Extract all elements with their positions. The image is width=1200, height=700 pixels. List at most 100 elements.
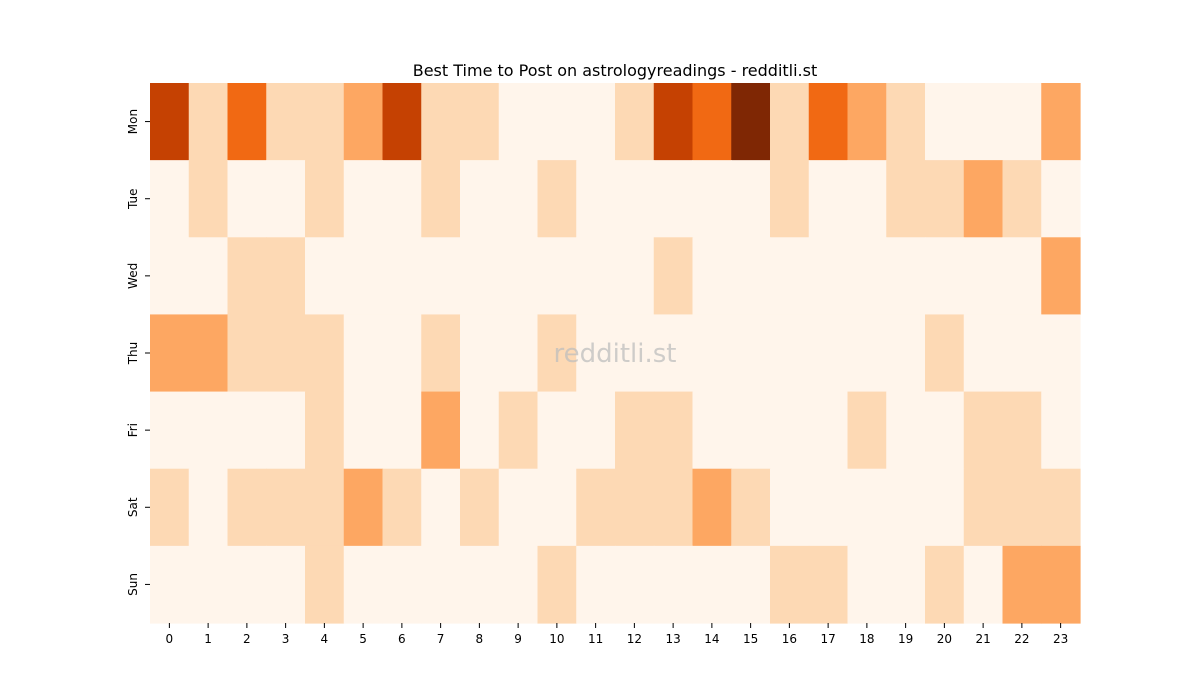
heatmap-cell-thu-9 [498,314,539,393]
x-tick-label: 10 [549,632,564,646]
x-tick-label: 22 [1014,632,1029,646]
heatmap-cell-sat-3 [266,468,306,547]
heatmap-cell-thu-2 [227,314,267,393]
heatmap-cell-fri-16 [770,391,810,470]
x-tick-label: 5 [359,632,367,646]
heatmap-cell-tue-5 [343,160,384,238]
heatmap-cell-mon-9 [498,83,539,161]
heatmap-cell-tue-18 [847,160,887,238]
heatmap-cell-mon-18 [847,83,887,161]
heatmap-cell-sat-2 [227,468,267,547]
heatmap-cells [150,83,1081,624]
y-tick-label: Mon [126,109,140,134]
heatmap-cell-mon-11 [576,83,616,161]
heatmap-cell-sun-7 [421,545,461,624]
heatmap-cell-fri-20 [925,391,965,470]
heatmap-cell-wed-20 [925,237,965,316]
x-tick-label: 17 [820,632,835,646]
heatmap-cell-sun-19 [886,545,926,624]
heatmap-cell-tue-8 [460,160,500,238]
heatmap-cell-sat-0 [150,468,190,547]
heatmap-cell-sat-14 [692,468,732,547]
x-tick-label: 8 [476,632,484,646]
heatmap-cell-sun-3 [266,545,306,624]
x-tick-label: 4 [321,632,329,646]
heatmap-cell-thu-0 [150,314,190,393]
heatmap-cell-fri-9 [498,391,539,470]
heatmap-cell-sat-5 [343,468,384,547]
heatmap-cell-mon-8 [460,83,500,161]
heatmap-cell-sun-4 [305,545,345,624]
heatmap-cell-mon-16 [770,83,810,161]
heatmap-cell-sat-11 [576,468,616,547]
heatmap-cell-wed-1 [188,237,229,316]
heatmap-cell-fri-15 [731,391,771,470]
heatmap-cell-sat-8 [460,468,500,547]
heatmap-cell-sat-7 [421,468,461,547]
heatmap-cell-wed-10 [537,237,577,316]
heatmap-cell-mon-6 [382,83,422,161]
x-tick-label: 6 [398,632,406,646]
heatmap-cell-wed-21 [963,237,1004,316]
heatmap-cell-wed-9 [498,237,539,316]
heatmap-cell-sat-12 [615,468,655,547]
heatmap-cell-thu-20 [925,314,965,393]
heatmap-cell-wed-11 [576,237,616,316]
heatmap-cell-sun-1 [188,545,229,624]
x-tick-label: 15 [743,632,758,646]
heatmap-cell-fri-11 [576,391,616,470]
heatmap-cell-fri-7 [421,391,461,470]
heatmap-cell-tue-3 [266,160,306,238]
heatmap-cell-fri-21 [963,391,1004,470]
heatmap-cell-wed-7 [421,237,461,316]
heatmap-cell-sat-19 [886,468,926,547]
x-tick-label: 20 [937,632,952,646]
heatmap-cell-thu-4 [305,314,345,393]
heatmap-cell-sun-0 [150,545,190,624]
heatmap-cell-fri-13 [653,391,694,470]
heatmap-cell-sun-10 [537,545,577,624]
heatmap-cell-thu-1 [188,314,229,393]
heatmap-cell-wed-22 [1002,237,1042,316]
heatmap-cell-tue-21 [963,160,1004,238]
heatmap-cell-sun-18 [847,545,887,624]
heatmap-cell-mon-23 [1041,83,1081,161]
heatmap-cell-mon-15 [731,83,771,161]
heatmap-cell-tue-1 [188,160,229,238]
y-tick-label: Sat [126,497,140,517]
heatmap-cell-wed-12 [615,237,655,316]
x-tick-label: 13 [665,632,680,646]
heatmap-cell-tue-11 [576,160,616,238]
heatmap-cell-tue-2 [227,160,267,238]
heatmap-cell-sat-4 [305,468,345,547]
heatmap-cell-sun-21 [963,545,1004,624]
chart-title: Best Time to Post on astrologyreadings -… [413,61,818,80]
heatmap-cell-tue-22 [1002,160,1042,238]
heatmap-cell-wed-14 [692,237,732,316]
heatmap-cell-thu-7 [421,314,461,393]
heatmap-cell-thu-19 [886,314,926,393]
x-tick-label: 11 [588,632,603,646]
heatmap-cell-thu-15 [731,314,771,393]
heatmap-cell-thu-17 [808,314,849,393]
heatmap-cell-wed-2 [227,237,267,316]
heatmap-cell-tue-20 [925,160,965,238]
x-axis: 0 1 2 3 4 5 6 7 8 9 10 11 12 13 14 15 16 17 18 19 20 21 22 23 [166,623,1068,646]
heatmap-cell-mon-19 [886,83,926,161]
y-tick-label: Tue [126,188,140,210]
heatmap-cell-tue-15 [731,160,771,238]
heatmap-cell-mon-1 [188,83,229,161]
heatmap-cell-thu-12 [615,314,655,393]
heatmap-cell-tue-23 [1041,160,1081,238]
heatmap-cell-wed-5 [343,237,384,316]
heatmap-cell-sun-15 [731,545,771,624]
heatmap-cell-mon-5 [343,83,384,161]
heatmap-cell-mon-20 [925,83,965,161]
heatmap-cell-sat-16 [770,468,810,547]
x-tick-label: 23 [1053,632,1068,646]
heatmap-cell-mon-12 [615,83,655,161]
heatmap-cell-fri-3 [266,391,306,470]
y-tick-label: Wed [126,263,140,289]
heatmap-cell-mon-2 [227,83,267,161]
heatmap-cell-wed-15 [731,237,771,316]
